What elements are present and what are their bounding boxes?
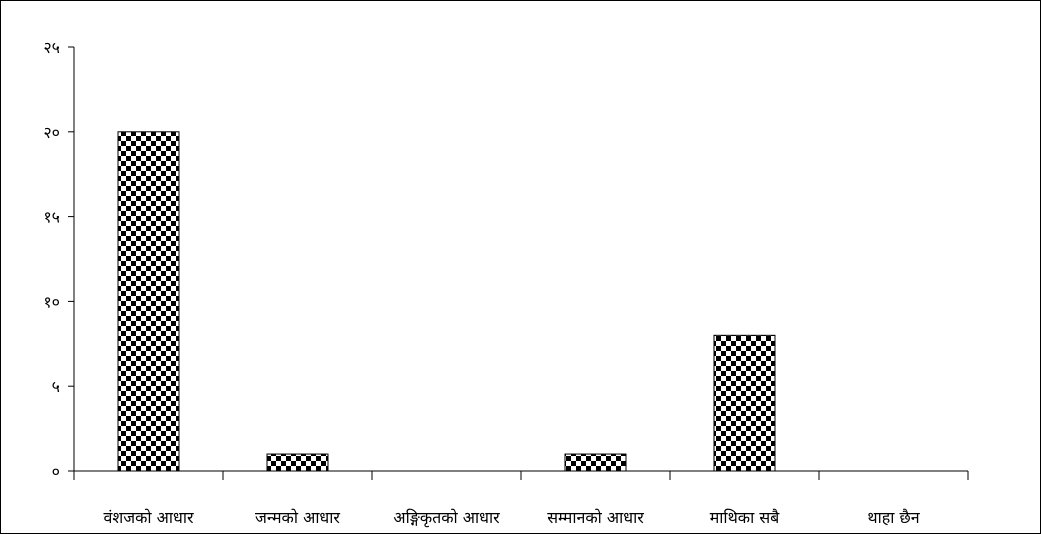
bar <box>713 334 776 472</box>
x-category-label: जन्मको आधार <box>255 508 340 527</box>
x-category-label: वंशजको आधार <box>103 508 194 527</box>
y-ticks-group: ० ५ १० १५ २० २५ <box>43 38 74 481</box>
x-category-label: थाहा छैन <box>867 508 920 527</box>
x-category-label: सम्मानको आधार <box>547 508 644 527</box>
y-tick-label: ० <box>52 462 60 481</box>
x-category-label: माथिका सबै <box>710 508 780 527</box>
axes-group <box>73 47 968 472</box>
x-ticks-group: वंशजको आधार जन्मको आधार अङ्गिकृतको आधार सम्… <box>73 471 969 528</box>
bar <box>564 453 627 472</box>
bar <box>266 453 329 472</box>
x-category-label: अङ्गिकृतको आधार <box>393 508 500 528</box>
y-tick-label: १० <box>43 292 60 311</box>
bars-group <box>117 131 776 472</box>
y-tick-label: ५ <box>52 377 60 396</box>
y-tick-label: २० <box>43 123 60 142</box>
y-tick-label: २५ <box>43 38 60 57</box>
bar <box>117 131 180 472</box>
y-tick-label: १५ <box>43 208 60 227</box>
